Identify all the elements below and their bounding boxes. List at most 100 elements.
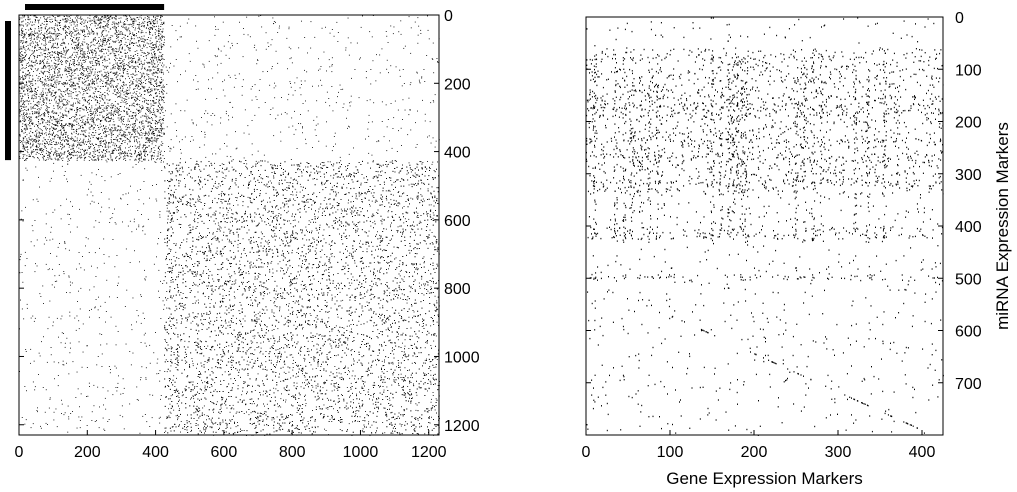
matrix-marker — [90, 19, 92, 21]
matrix-marker — [30, 121, 32, 123]
matrix-marker — [88, 146, 90, 147]
matrix-marker — [19, 54, 21, 56]
matrix-marker — [46, 21, 48, 22]
matrix-marker — [65, 52, 67, 54]
matrix-marker — [119, 57, 121, 59]
matrix-marker — [91, 82, 93, 84]
matrix-marker — [88, 114, 90, 116]
matrix-marker — [265, 32, 267, 34]
matrix-marker — [68, 93, 70, 95]
matrix-marker — [121, 40, 122, 42]
matrix-marker — [133, 55, 135, 57]
matrix-marker — [75, 88, 76, 90]
matrix-marker — [119, 60, 121, 61]
matrix-marker — [119, 73, 121, 74]
matrix-marker — [23, 77, 25, 79]
matrix-marker — [98, 43, 100, 45]
matrix-marker — [156, 128, 158, 130]
matrix-marker — [85, 59, 87, 60]
matrix-marker — [150, 58, 151, 60]
matrix-marker — [22, 96, 24, 97]
matrix-marker — [121, 99, 123, 101]
matrix-marker — [159, 59, 161, 61]
matrix-marker — [87, 108, 89, 110]
matrix-marker — [100, 25, 102, 27]
matrix-marker — [32, 113, 34, 115]
matrix-marker — [60, 91, 62, 92]
matrix-marker — [45, 80, 47, 82]
matrix-marker — [84, 21, 86, 23]
matrix-marker — [69, 56, 70, 58]
matrix-marker — [42, 84, 44, 86]
matrix-marker — [59, 89, 61, 91]
matrix-marker — [25, 100, 27, 102]
matrix-marker — [117, 65, 119, 67]
matrix-marker — [63, 48, 64, 50]
matrix-marker — [141, 52, 143, 53]
matrix-marker — [57, 38, 59, 40]
matrix-marker — [69, 138, 71, 140]
matrix-marker — [130, 153, 132, 155]
matrix-marker — [123, 133, 125, 135]
matrix-marker — [158, 48, 160, 50]
matrix-marker — [112, 78, 114, 80]
matrix-marker — [81, 57, 83, 59]
matrix-marker — [25, 19, 26, 21]
matrix-marker — [47, 21, 48, 22]
matrix-marker — [43, 137, 45, 139]
matrix-marker — [129, 24, 131, 26]
matrix-marker — [79, 68, 81, 70]
matrix-marker — [105, 141, 107, 143]
matrix-marker — [57, 120, 59, 122]
matrix-marker — [104, 82, 106, 84]
matrix-marker — [38, 22, 40, 24]
matrix-marker — [60, 116, 62, 117]
matrix-marker — [76, 30, 78, 32]
matrix-marker — [304, 69, 305, 71]
matrix-marker — [135, 96, 136, 98]
matrix-marker — [104, 102, 106, 104]
matrix-marker — [204, 131, 206, 133]
matrix-marker — [146, 141, 148, 143]
matrix-marker — [158, 102, 160, 104]
matrix-marker — [96, 97, 98, 98]
matrix-marker — [143, 150, 145, 152]
matrix-marker — [262, 71, 264, 73]
matrix-marker — [107, 105, 109, 106]
matrix-marker — [120, 128, 122, 130]
matrix-marker — [138, 153, 140, 155]
matrix-marker — [53, 118, 55, 120]
matrix-marker — [91, 50, 93, 52]
matrix-marker — [62, 144, 64, 146]
matrix-marker — [65, 94, 66, 96]
matrix-marker — [68, 152, 70, 154]
matrix-marker — [82, 83, 84, 84]
matrix-marker — [117, 88, 119, 90]
matrix-marker — [419, 82, 421, 84]
matrix-marker — [89, 75, 91, 76]
matrix-marker — [28, 89, 30, 90]
matrix-marker — [166, 84, 168, 85]
matrix-marker — [156, 59, 158, 61]
matrix-marker — [26, 74, 28, 75]
matrix-marker — [208, 87, 209, 89]
matrix-marker — [124, 134, 126, 135]
matrix-marker — [155, 99, 157, 100]
matrix-marker — [217, 47, 219, 49]
matrix-marker — [122, 86, 124, 87]
matrix-marker — [274, 97, 276, 99]
matrix-marker — [161, 106, 163, 108]
matrix-marker — [94, 154, 96, 155]
matrix-marker — [82, 119, 84, 121]
matrix-marker — [45, 75, 46, 77]
matrix-marker — [62, 127, 64, 129]
matrix-marker — [24, 136, 26, 138]
matrix-marker — [68, 73, 70, 74]
matrix-marker — [119, 86, 121, 88]
matrix-marker — [47, 84, 49, 85]
matrix-marker — [217, 64, 218, 66]
matrix-marker — [142, 31, 144, 33]
matrix-marker — [63, 152, 65, 154]
matrix-marker — [69, 145, 71, 146]
matrix-marker — [24, 160, 25, 161]
